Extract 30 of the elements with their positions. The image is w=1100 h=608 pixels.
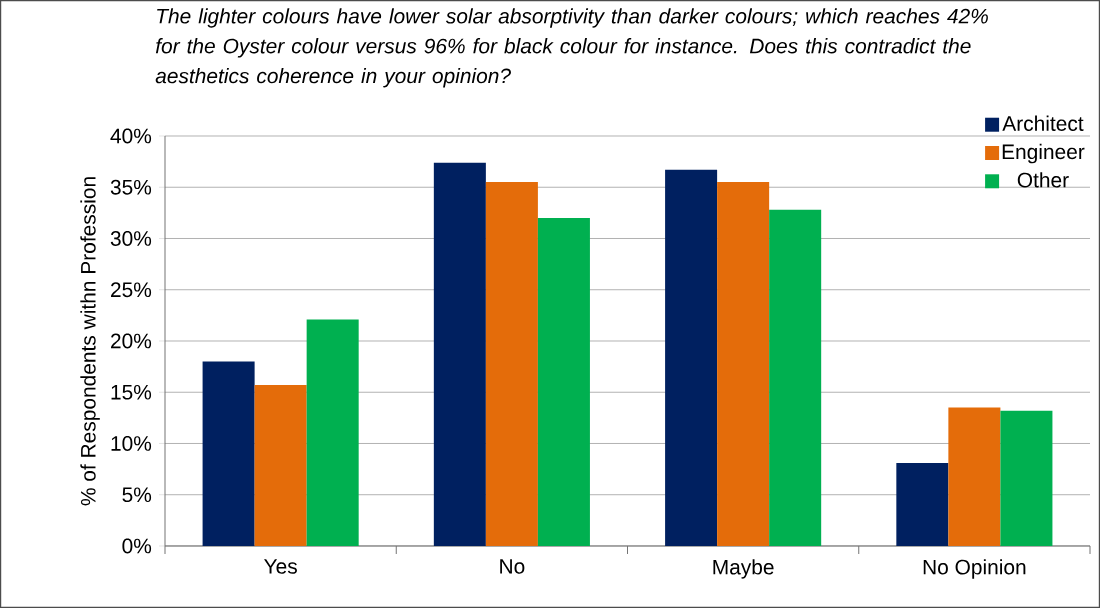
bar	[433, 162, 486, 546]
bar	[665, 169, 718, 546]
y-tick-label: 15%	[111, 384, 152, 400]
legend-label: Other	[1017, 172, 1069, 188]
y-tick-label: 0%	[122, 538, 152, 554]
bar	[717, 182, 770, 546]
y-tick-label: 40%	[110, 128, 152, 144]
y-tick-label: 30%	[110, 231, 152, 246]
bar	[485, 182, 538, 546]
y-tick-label: 10%	[111, 436, 152, 451]
x-tick-label: Maybe	[713, 559, 774, 579]
y-tick-label: 20%	[111, 333, 152, 349]
bar	[1000, 410, 1053, 546]
x-tick-label: Yes	[264, 559, 297, 574]
y-axis-title: % of Respondents withn Profession	[80, 177, 100, 506]
bar	[948, 407, 1001, 546]
y-tick-label: 35%	[110, 179, 152, 195]
chart-title: The lighter colours have lower solar absorptivity than darker colours; which reaches 42% for the Oyster colour versus 96% for black colour for instance. Does this contradict the aesthetics coherence in your opinion?	[155, 8, 988, 88]
legend-label: Architect	[1002, 115, 1084, 131]
bar	[896, 462, 949, 546]
bar	[537, 217, 590, 546]
bar	[202, 361, 255, 546]
x-tick-label: No	[500, 559, 525, 574]
x-tick-label: No Opinion	[923, 559, 1026, 579]
bar	[254, 385, 307, 546]
bar	[769, 209, 822, 546]
y-tick-label: 5%	[122, 487, 152, 503]
y-tick-label: 25%	[111, 282, 152, 298]
legend-label: Engineer	[1002, 143, 1085, 164]
bar	[306, 319, 359, 546]
